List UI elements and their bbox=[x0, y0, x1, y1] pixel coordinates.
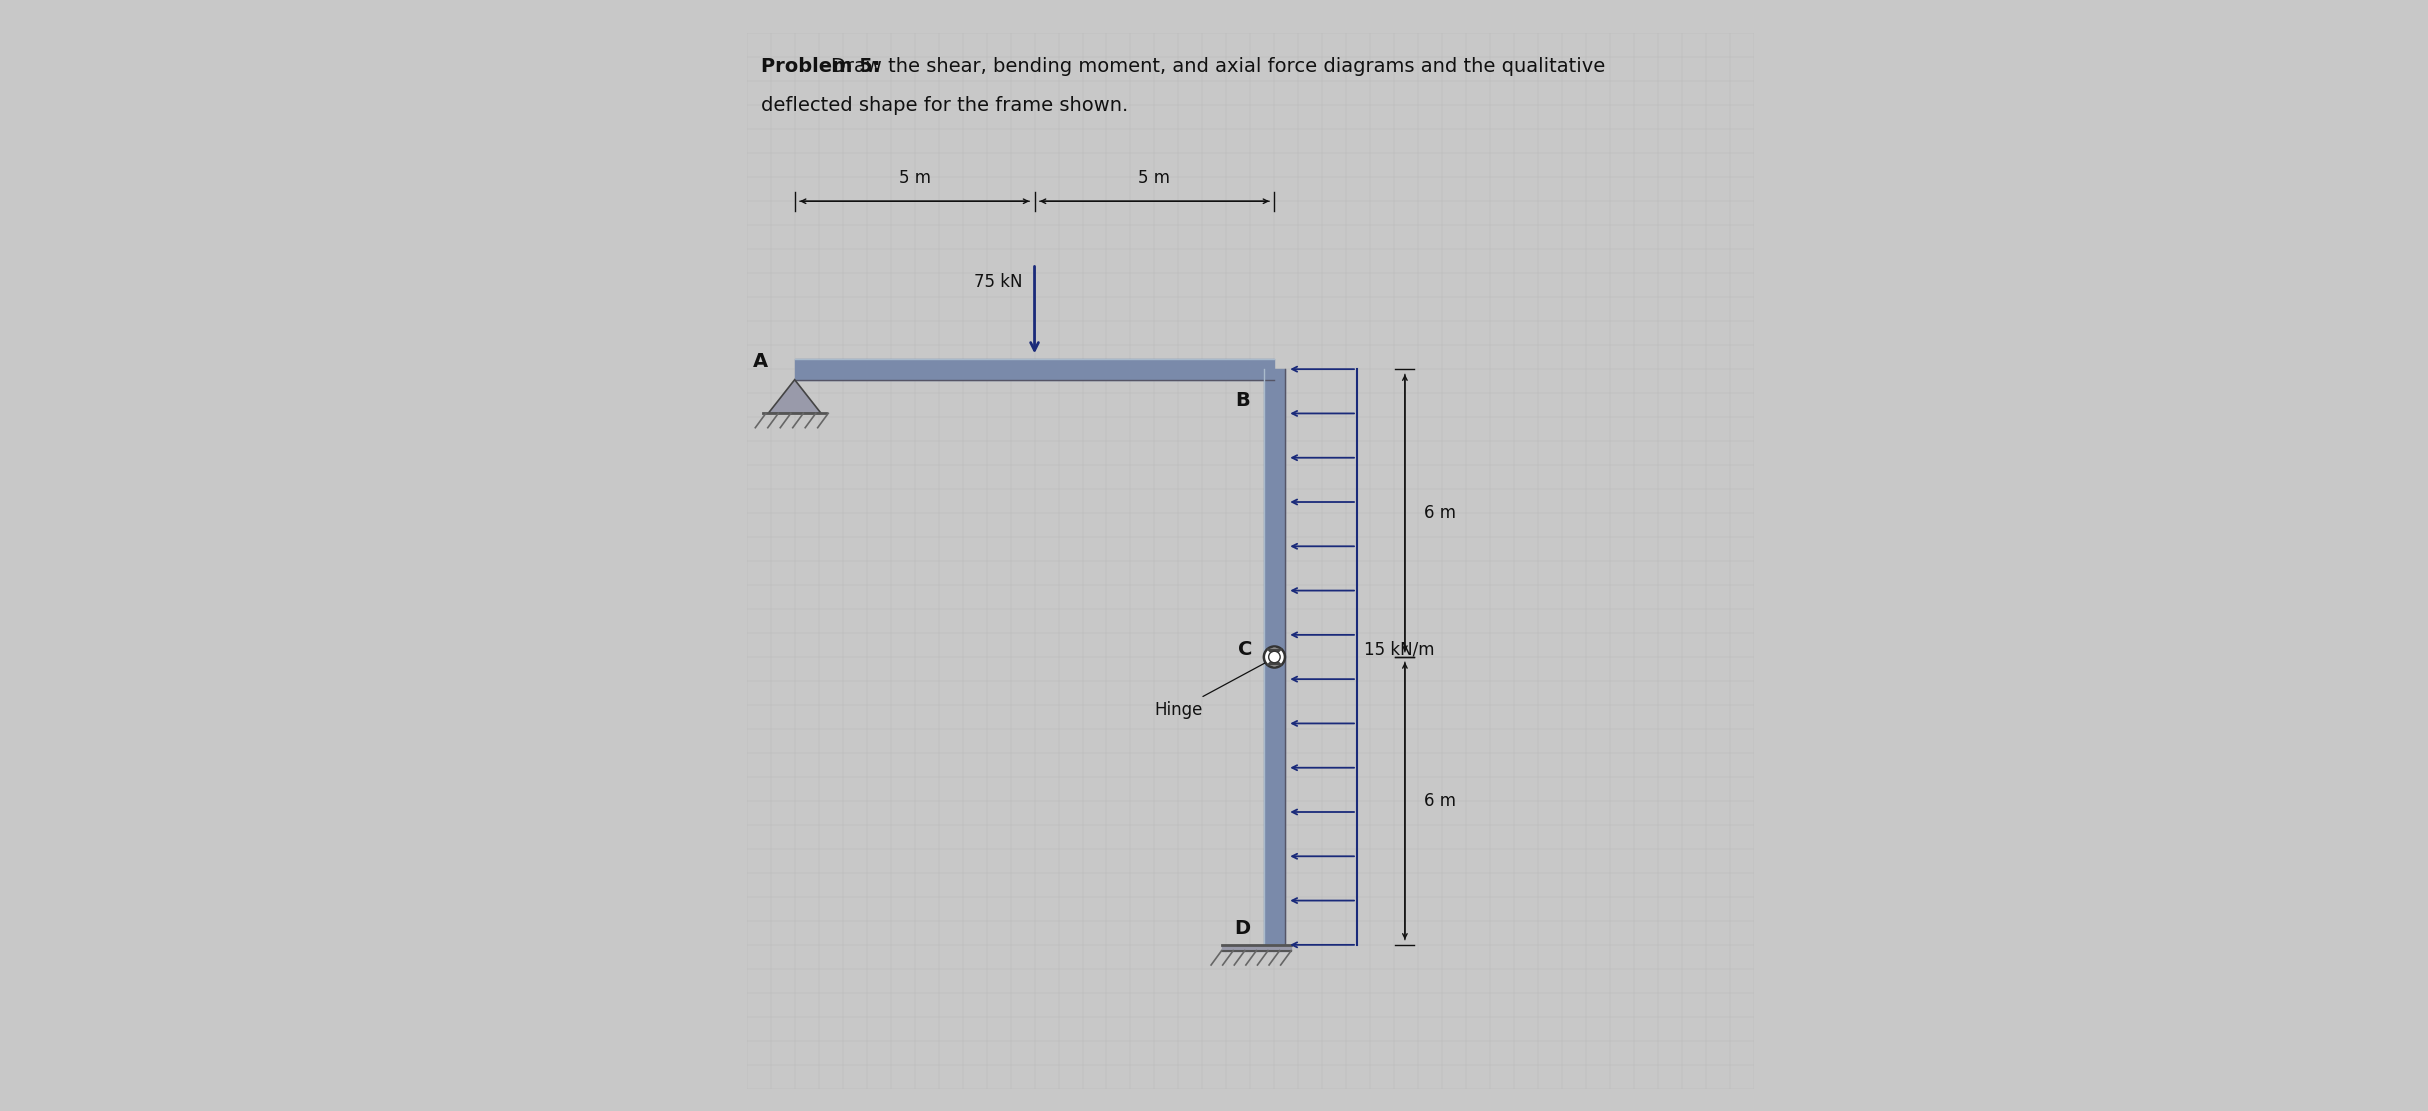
Text: 15 kN/m: 15 kN/m bbox=[1365, 641, 1435, 659]
Circle shape bbox=[1265, 647, 1284, 668]
Text: 6 m: 6 m bbox=[1425, 504, 1457, 522]
Text: B: B bbox=[1236, 391, 1250, 410]
Text: 5 m: 5 m bbox=[898, 169, 930, 187]
Text: Hinge: Hinge bbox=[1153, 663, 1265, 719]
Text: deflected shape for the frame shown.: deflected shape for the frame shown. bbox=[760, 96, 1129, 114]
Polygon shape bbox=[767, 380, 821, 413]
Text: D: D bbox=[1233, 919, 1250, 938]
Polygon shape bbox=[1265, 649, 1282, 657]
Text: Draw the shear, bending moment, and axial force diagrams and the qualitative: Draw the shear, bending moment, and axia… bbox=[830, 58, 1605, 77]
Text: 75 kN: 75 kN bbox=[974, 273, 1022, 291]
Text: 6 m: 6 m bbox=[1425, 792, 1457, 810]
Circle shape bbox=[1270, 651, 1280, 663]
Polygon shape bbox=[1265, 657, 1282, 665]
Text: A: A bbox=[753, 352, 767, 371]
Text: 5 m: 5 m bbox=[1139, 169, 1170, 187]
Text: Problem 5:: Problem 5: bbox=[760, 58, 881, 77]
Text: C: C bbox=[1238, 640, 1253, 659]
